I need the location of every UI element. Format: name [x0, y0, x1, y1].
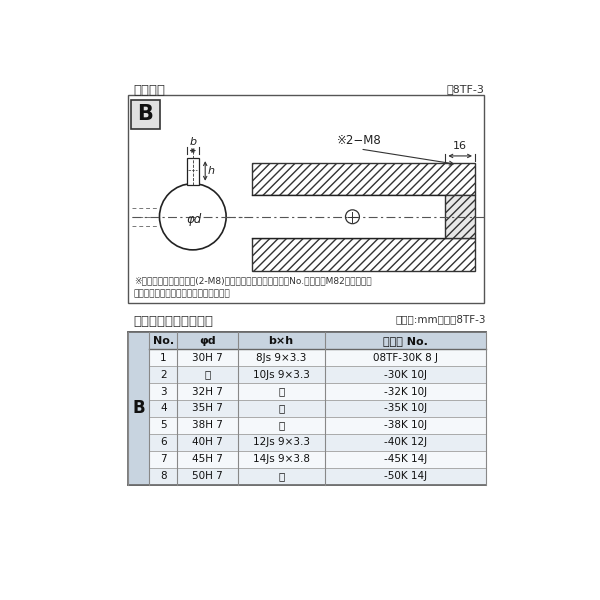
Text: 35H 7: 35H 7: [192, 403, 223, 413]
Text: 45H 7: 45H 7: [192, 454, 223, 464]
Text: φd: φd: [187, 214, 202, 226]
Bar: [149, 400, 486, 417]
Bar: [128, 95, 484, 303]
Bar: [252, 195, 445, 238]
Bar: [445, 195, 475, 238]
Text: 40H 7: 40H 7: [192, 437, 223, 448]
Text: 08TF-30K 8 J: 08TF-30K 8 J: [373, 353, 437, 362]
Bar: [252, 238, 475, 271]
Bar: [149, 332, 486, 349]
Bar: [149, 417, 486, 434]
Text: 12Js 9×3.3: 12Js 9×3.3: [253, 437, 310, 448]
Text: -38K 10J: -38K 10J: [383, 421, 427, 430]
Text: 5: 5: [160, 421, 167, 430]
Text: 「: 「: [278, 403, 284, 413]
Text: 6: 6: [160, 437, 167, 448]
Text: 「: 「: [278, 421, 284, 430]
Text: ※2−M8: ※2−M8: [337, 134, 382, 148]
Bar: [149, 434, 486, 451]
Text: 「: 「: [278, 471, 284, 481]
Text: 14Js 9×3.8: 14Js 9×3.8: [253, 454, 310, 464]
Text: -40K 12J: -40K 12J: [383, 437, 427, 448]
Text: -45K 14J: -45K 14J: [383, 454, 427, 464]
Text: 8: 8: [160, 471, 167, 481]
Text: 4: 4: [160, 403, 167, 413]
Text: 32H 7: 32H 7: [192, 386, 223, 397]
Text: （単位:mm）　表8TF-3: （単位:mm） 表8TF-3: [395, 314, 486, 325]
Text: 軸穴形状: 軸穴形状: [133, 85, 165, 97]
Text: 10Js 9×3.3: 10Js 9×3.3: [253, 370, 310, 380]
Text: 囸8TF-3: 囸8TF-3: [446, 85, 484, 94]
Text: 8Js 9×3.3: 8Js 9×3.3: [256, 353, 307, 362]
Text: 50H 7: 50H 7: [192, 471, 223, 481]
Text: （セットボルトは付属されています。）: （セットボルトは付属されています。）: [134, 289, 230, 298]
Text: φd: φd: [199, 336, 216, 346]
Bar: [128, 332, 149, 485]
Text: 30H 7: 30H 7: [192, 353, 223, 362]
Text: -32K 10J: -32K 10J: [383, 386, 427, 397]
Bar: [131, 100, 160, 129]
Bar: [187, 158, 199, 185]
Text: No.: No.: [153, 336, 174, 346]
Text: B: B: [137, 104, 154, 124]
Text: b×h: b×h: [269, 336, 294, 346]
Text: 1: 1: [160, 353, 167, 362]
Text: コード No.: コード No.: [383, 336, 428, 346]
Text: B: B: [132, 400, 145, 418]
Text: 2: 2: [160, 370, 167, 380]
Text: 3: 3: [160, 386, 167, 397]
Text: h: h: [208, 166, 215, 176]
Bar: [149, 383, 486, 400]
Text: 「: 「: [205, 370, 211, 380]
Text: -35K 10J: -35K 10J: [383, 403, 427, 413]
Bar: [149, 451, 486, 468]
Text: b: b: [189, 137, 196, 146]
Bar: [149, 468, 486, 485]
Text: ※セットボルト用タップ(2-M8)が必要な場合は右記コードNo.の末尾にM82を付ける。: ※セットボルト用タップ(2-M8)が必要な場合は右記コードNo.の末尾にM82を…: [134, 277, 371, 286]
Bar: [128, 332, 486, 485]
Bar: [149, 366, 486, 383]
Text: 軸穴形状コード一覧表: 軸穴形状コード一覧表: [133, 314, 213, 328]
Bar: [252, 163, 475, 195]
Text: -50K 14J: -50K 14J: [383, 471, 427, 481]
Text: 「: 「: [278, 386, 284, 397]
Bar: [149, 349, 486, 366]
Text: 7: 7: [160, 454, 167, 464]
Text: 38H 7: 38H 7: [192, 421, 223, 430]
Text: 16: 16: [453, 140, 467, 151]
Text: -30K 10J: -30K 10J: [383, 370, 427, 380]
